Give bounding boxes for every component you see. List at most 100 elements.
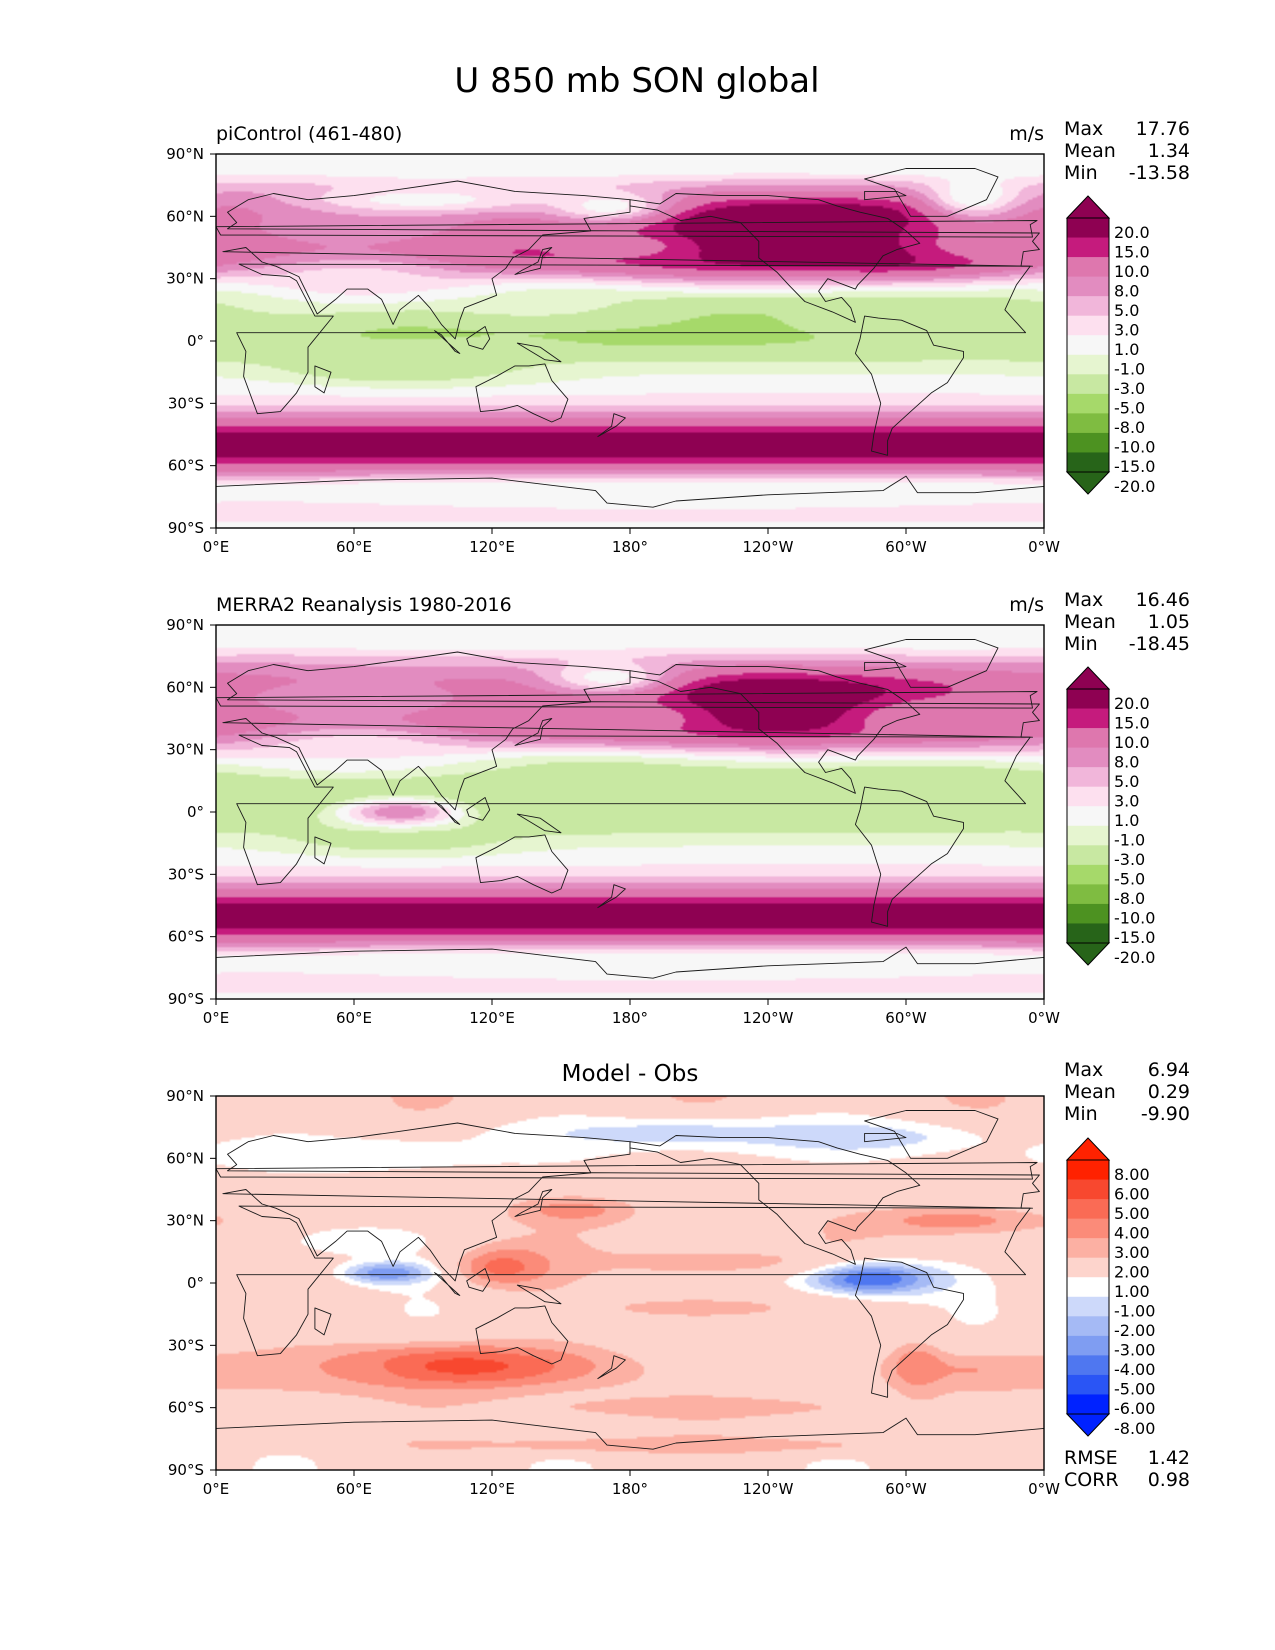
colorbar-tick-label: -3.0 (1114, 379, 1145, 398)
coastline (516, 813, 562, 834)
coastline (516, 1284, 562, 1305)
colorbar-band (1067, 452, 1109, 473)
x-tick-label: 0°E (203, 538, 230, 556)
coastline (236, 263, 1031, 415)
coastline (864, 1132, 907, 1143)
stat-min-label: Min (1064, 1103, 1098, 1125)
coastline (597, 413, 626, 438)
colorbar-band (1067, 257, 1109, 278)
y-tick-label: 30°N (166, 270, 204, 288)
y-tick-label: 60°S (168, 457, 204, 475)
y-tick-label: 30°S (168, 1336, 204, 1354)
y-tick-label: 90°N (166, 616, 204, 634)
y-tick-label: 90°N (166, 1087, 204, 1105)
colorbar-tick-label: -5.00 (1114, 1380, 1155, 1399)
coastline (864, 639, 999, 688)
coastline (314, 836, 332, 865)
colorbar-band (1067, 1257, 1109, 1278)
stat-max-value: 6.94 (1148, 1059, 1190, 1081)
panel-title: piControl (461-480) (216, 123, 402, 145)
colorbar-tick-label: 5.0 (1114, 301, 1139, 320)
colorbar-tick-label: 8.0 (1114, 281, 1139, 300)
x-tick-label: 120°E (469, 1480, 515, 1498)
coastline (854, 786, 964, 927)
map-panel-2: 0°E 60°E 120°E 180° 120°W 60°W 0°W 90°N 60°N 30°N… (166, 616, 1060, 1027)
stat-min-label: Min (1064, 633, 1098, 655)
colorbar-tick-label: 4.00 (1114, 1223, 1150, 1242)
colorbar-tick-label: -8.00 (1114, 1419, 1155, 1438)
colorbar-band (1067, 884, 1109, 905)
map-panel-1: 0°E 60°E 120°E 180° 120°W 60°W 0°W 90°N 60°N 30°N… (166, 145, 1060, 556)
colorbar-tick-label: 10.0 (1114, 733, 1150, 752)
coastline (215, 220, 1038, 238)
colorbar-extend-max (1065, 666, 1111, 690)
coastline (864, 661, 907, 672)
coastline (864, 168, 999, 217)
y-tick-label: 90°N (166, 145, 204, 163)
colorbar-tick-label: -1.00 (1114, 1302, 1155, 1321)
contour-field (216, 625, 1044, 999)
colorbar-tick-label: -3.0 (1114, 850, 1145, 869)
rmse-value: 1.42 (1148, 1447, 1190, 1469)
stat-max-label: Max (1064, 118, 1103, 140)
colorbar-tick-label: -15.0 (1114, 457, 1155, 476)
colorbar-tick-label: -5.0 (1114, 870, 1145, 889)
colorbar-tick-label: 1.0 (1114, 811, 1139, 830)
colorbar-band (1067, 276, 1109, 297)
x-tick-label: 0°E (203, 1480, 230, 1498)
y-tick-label: 90°S (168, 1461, 204, 1479)
colorbar-tick-label: 5.0 (1114, 772, 1139, 791)
coastline (597, 884, 626, 909)
colorbar-band (1067, 1179, 1109, 1200)
coastline (514, 1189, 553, 1217)
coastline (314, 1307, 332, 1336)
colorbar-band (1067, 806, 1109, 827)
colorbar-band (1067, 864, 1109, 885)
colorbar-tick-label: 5.00 (1114, 1204, 1150, 1223)
colorbar-band (1067, 354, 1109, 375)
x-tick-label: 60°W (885, 538, 927, 556)
y-tick-label: 0° (187, 803, 204, 821)
x-tick-label: 60°E (336, 1009, 372, 1027)
coastline (597, 1355, 626, 1380)
coastline (236, 1205, 1031, 1357)
x-tick-label: 60°W (885, 1480, 927, 1498)
panel-picontrol: piControl (461-480) m/s Max 17.76 Mean 1… (216, 118, 1190, 184)
y-tick-label: 0° (187, 332, 204, 350)
colorbar-tick-label: -5.0 (1114, 399, 1145, 418)
colorbar-extend-min (1065, 471, 1111, 495)
y-tick-label: 60°S (168, 928, 204, 946)
colorbar-band (1067, 767, 1109, 788)
colorbar-tick-label: 15.0 (1114, 713, 1150, 732)
panel-merra2: MERRA2 Reanalysis 1980-2016 m/s Max 16.4… (216, 589, 1190, 655)
x-tick-label: 0°W (1028, 538, 1060, 556)
panel-units: m/s (1009, 123, 1044, 145)
y-tick-label: 60°S (168, 1399, 204, 1417)
colorbar-band (1067, 1277, 1109, 1298)
stats-block: Max 17.76 Mean 1.34 Min -13.58 (1064, 118, 1190, 184)
stats-block: Max 16.46 Mean 1.05 Min -18.45 (1064, 589, 1190, 655)
figure-title: U 850 mb SON global (454, 61, 819, 101)
colorbar-band (1067, 237, 1109, 258)
colorbar: 8.006.005.004.003.002.001.00-1.00-2.00-3… (1065, 1137, 1155, 1438)
x-tick-label: 60°E (336, 1480, 372, 1498)
coastline (854, 1257, 964, 1398)
colorbar-band (1067, 786, 1109, 807)
coastline (466, 797, 491, 821)
stats-block: Max 6.94 Mean 0.29 Min -9.90 (1064, 1059, 1190, 1125)
colorbar-band (1067, 728, 1109, 749)
colorbar-band (1067, 825, 1109, 846)
colorbar: 20.015.010.08.05.03.01.0-1.0-3.0-5.0-8.0… (1065, 195, 1155, 496)
contour-field (216, 154, 1044, 528)
colorbar-tick-label: 10.0 (1114, 262, 1150, 281)
colorbar-band (1067, 218, 1109, 239)
x-tick-label: 180° (612, 538, 648, 556)
colorbar-band (1067, 1218, 1109, 1239)
stat-min-value: -18.45 (1129, 633, 1190, 655)
colorbar-tick-label: -6.00 (1114, 1399, 1155, 1418)
colorbar-frame (1066, 1159, 1110, 1415)
stat-mean-value: 1.05 (1148, 611, 1190, 633)
coastlines (215, 1110, 1045, 1471)
stat-min-label: Min (1064, 162, 1098, 184)
colorbar-tick-label: 3.0 (1114, 320, 1139, 339)
